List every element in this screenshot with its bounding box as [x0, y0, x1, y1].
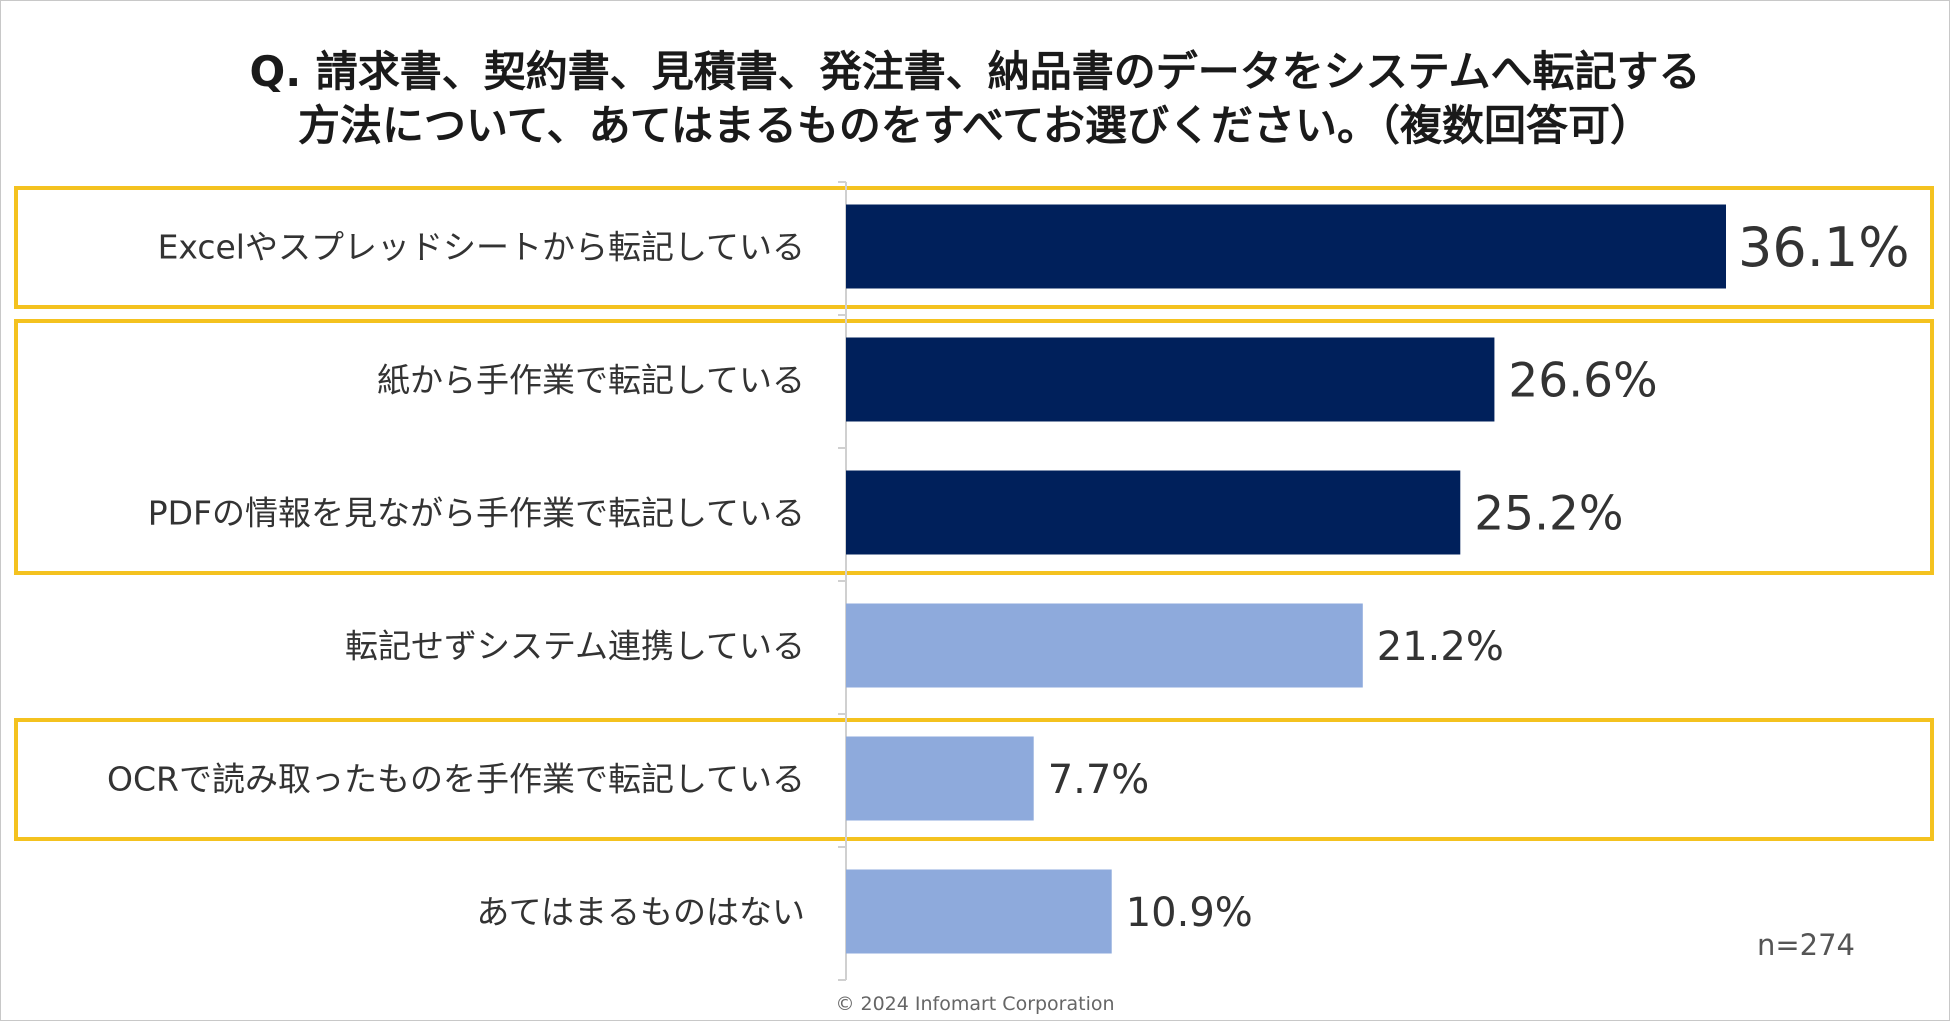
highlight-frame-1: [14, 186, 1934, 309]
bar-4: [846, 603, 1363, 688]
value-label-5: 7.7%: [1048, 757, 1150, 803]
bar-2: [846, 337, 1495, 422]
value-labels: 36.1% 26.6% 25.2% 21.2% 7.7% 10.9%: [1048, 216, 1910, 936]
category-axis: [838, 181, 847, 981]
value-label-6: 10.9%: [1126, 890, 1253, 936]
chart-title-line-2: 方法について、あてはまるものをすべてお選びください。（複数回答可）: [298, 101, 1652, 150]
bar-1: [846, 204, 1726, 289]
bar-6: [846, 869, 1112, 954]
category-label-5: OCRで読み取ったものを手作業で転記している: [107, 760, 805, 799]
highlight-frame-2: [14, 319, 1934, 575]
value-label-4: 21.2%: [1377, 624, 1504, 670]
bar-3: [846, 470, 1461, 555]
category-label-1: Excelやスプレッドシートから転記している: [158, 228, 805, 267]
category-label-4: 転記せずシステム連携している: [345, 627, 805, 666]
category-label-6: あてはまるものはない: [476, 893, 805, 932]
highlight-frames: [14, 186, 1934, 841]
category-label-3: PDFの情報を見ながら手作業で転記している: [148, 494, 805, 533]
copyright-label: © 2024 Infomart Corporation: [835, 993, 1114, 1015]
value-label-2: 26.6%: [1508, 353, 1657, 408]
chart-title-line-1: Q. 請求書、契約書、見積書、発注書、納品書のデータをシステムへ転記する: [249, 47, 1700, 96]
value-label-1: 36.1%: [1738, 216, 1910, 279]
value-label-3: 25.2%: [1474, 486, 1623, 541]
sample-size-label: n=274: [1757, 928, 1855, 962]
bar-5: [846, 736, 1034, 821]
bars: [846, 204, 1726, 954]
category-label-2: 紙から手作業で転記している: [377, 361, 805, 400]
highlight-frame-3: [14, 718, 1934, 841]
chart-title: Q. 請求書、契約書、見積書、発注書、納品書のデータをシステムへ転記する 方法に…: [249, 47, 1700, 150]
